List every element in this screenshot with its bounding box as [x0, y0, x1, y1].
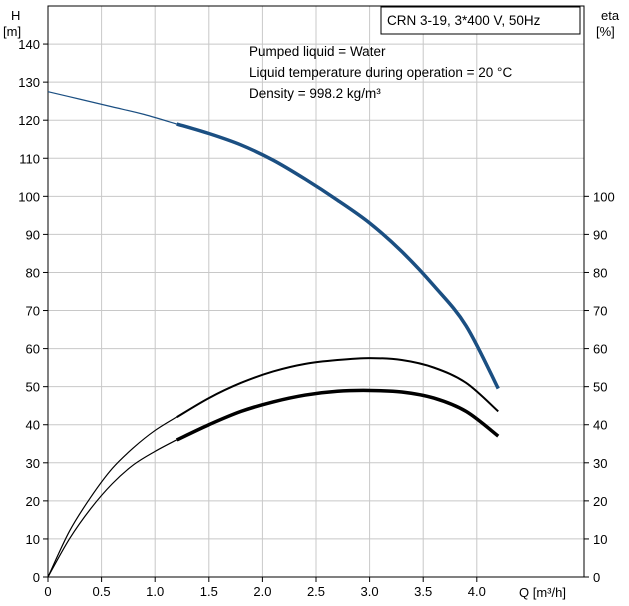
note-liquid-temperature: Liquid temperature during operation = 20… — [249, 65, 512, 80]
right-tick-label: 10 — [593, 532, 607, 547]
head-curve — [176, 122, 500, 390]
left-tick-label: 50 — [26, 380, 40, 395]
left-tick-label: 40 — [26, 418, 40, 433]
x-tick-label: 4.0 — [468, 584, 486, 599]
right-tick-label: 30 — [593, 456, 607, 471]
x-axis-ticks: 0 0.5 1.0 1.5 2.0 2.5 3.0 3.5 4.0 — [44, 577, 486, 599]
left-axis-unit: [m] — [3, 24, 21, 39]
title-box — [380, 6, 581, 35]
right-tick-label: 80 — [593, 265, 607, 280]
note-pumped-liquid: Pumped liquid = Water — [249, 44, 386, 59]
right-axis-ticks: 0 10 20 30 40 50 60 70 80 90 100 — [584, 189, 615, 585]
left-tick-label: 140 — [18, 37, 40, 52]
left-tick-label: 60 — [26, 342, 40, 357]
x-tick-label: 3.5 — [414, 584, 432, 599]
left-tick-label: 110 — [19, 151, 40, 166]
x-tick-label: 2.0 — [253, 584, 271, 599]
right-tick-label: 70 — [593, 304, 607, 319]
head-curve-extrapolated — [47, 91, 177, 125]
right-tick-label: 90 — [593, 227, 607, 242]
right-tick-label: 0 — [593, 570, 600, 585]
right-tick-label: 20 — [593, 494, 607, 509]
left-tick-label: 80 — [26, 265, 40, 280]
left-tick-label: 70 — [26, 304, 40, 319]
efficiency-lower-curve-extrapolated — [47, 439, 177, 578]
left-axis-title: H — [11, 8, 20, 23]
left-tick-label: 90 — [26, 227, 40, 242]
x-tick-label: 1.0 — [146, 584, 164, 599]
right-axis-title: eta — [601, 8, 620, 23]
curves — [47, 91, 500, 578]
x-tick-label: 2.5 — [307, 584, 325, 599]
x-axis-label: Q [m³/h] — [519, 585, 566, 600]
left-tick-label: 20 — [26, 494, 40, 509]
left-axis-ticks: 0 10 20 30 40 50 60 70 80 90 100 110 120 130 140 — [18, 37, 48, 585]
efficiency-lower-curve — [175, 388, 500, 442]
x-tick-label: 3.0 — [361, 584, 379, 599]
x-tick-label: 0 — [44, 584, 51, 599]
chart-title: CRN 3-19, 3*400 V, 50Hz — [387, 13, 541, 28]
left-tick-label: 130 — [18, 75, 40, 90]
right-tick-label: 40 — [593, 418, 607, 433]
left-tick-label: 30 — [26, 456, 40, 471]
right-axis-unit: [%] — [596, 24, 615, 39]
left-tick-label: 10 — [26, 532, 40, 547]
left-tick-label: 0 — [33, 570, 40, 585]
right-tick-label: 50 — [593, 380, 607, 395]
left-tick-label: 100 — [18, 189, 40, 204]
x-tick-label: 1.5 — [200, 584, 218, 599]
efficiency-upper-curve — [176, 357, 499, 418]
efficiency-upper-curve-extrapolated — [47, 416, 177, 578]
right-tick-label: 100 — [593, 189, 615, 204]
right-tick-label: 60 — [593, 342, 607, 357]
x-tick-label: 0.5 — [93, 584, 111, 599]
left-tick-label: 120 — [18, 113, 40, 128]
note-density: Density = 998.2 kg/m³ — [249, 86, 381, 101]
